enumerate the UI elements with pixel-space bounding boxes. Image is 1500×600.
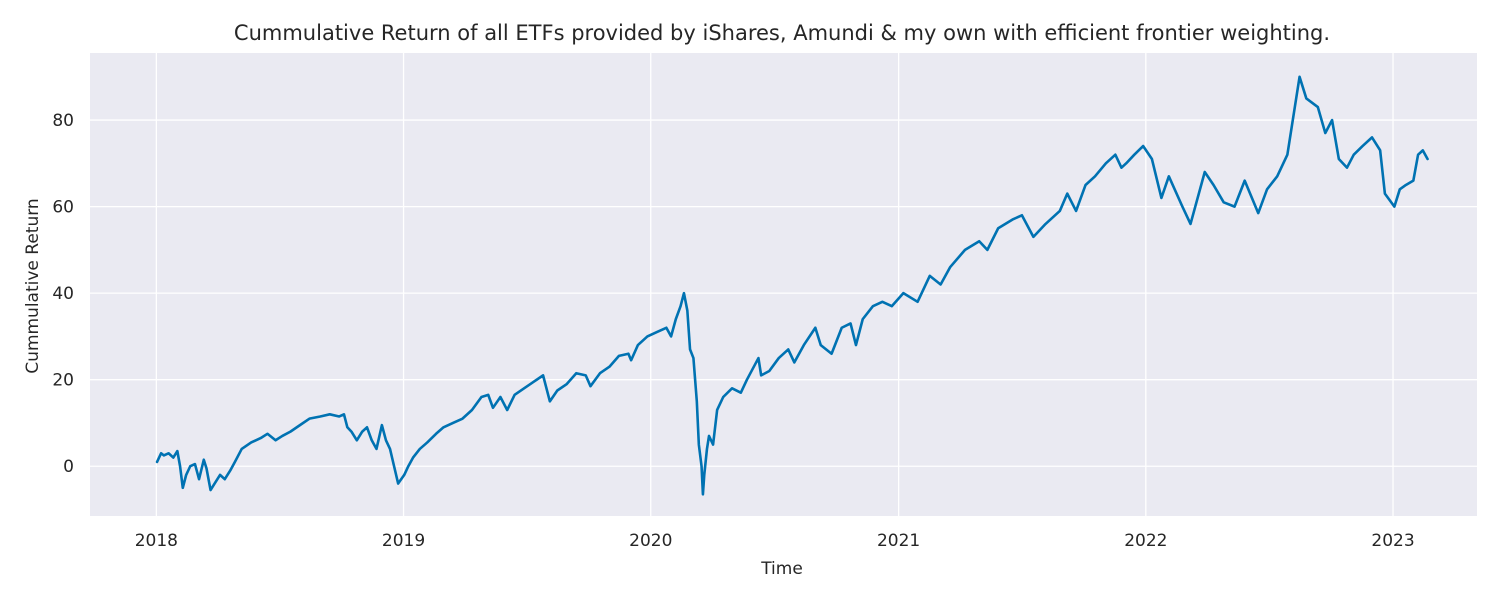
- chart-title: Cummulative Return of all ETFs provided …: [234, 21, 1330, 45]
- x-tick-label: 2019: [382, 531, 425, 551]
- plot-area: [90, 53, 1477, 516]
- y-tick-label: 80: [52, 111, 74, 131]
- series-line: [155, 75, 1429, 496]
- tick-labels: 0 20 40 60 80 2018 2019 2020 2021 2022 2023: [52, 111, 1414, 551]
- x-tick-label: 2018: [135, 531, 178, 551]
- y-axis-label: Cummulative Return: [23, 198, 43, 373]
- x-axis-label: Time: [760, 559, 803, 579]
- y-tick-label: 20: [52, 371, 74, 391]
- series-layer: [155, 75, 1429, 496]
- y-tick-label: 40: [52, 284, 74, 304]
- x-tick-label: 2021: [877, 531, 920, 551]
- y-tick-label: 60: [52, 198, 74, 218]
- y-tick-label: 0: [63, 457, 74, 477]
- x-tick-label: 2020: [629, 531, 672, 551]
- x-tick-label: 2023: [1371, 531, 1414, 551]
- grid: [90, 53, 1477, 516]
- x-tick-label: 2022: [1124, 531, 1167, 551]
